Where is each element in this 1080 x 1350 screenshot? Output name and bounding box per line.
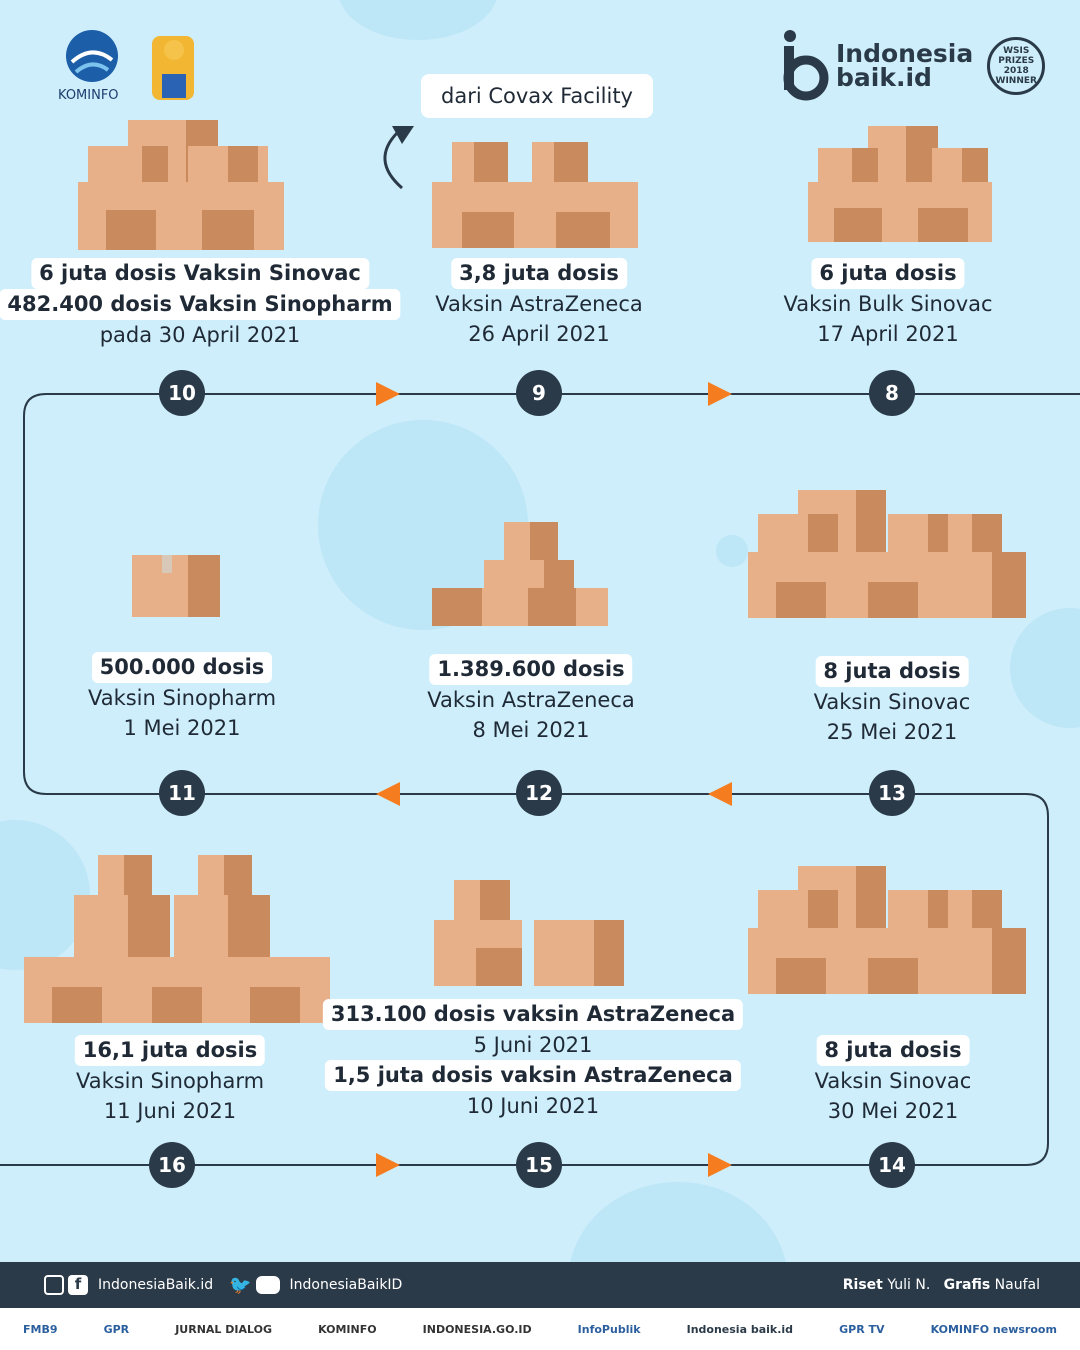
step-node-16: 16 [149,1142,195,1188]
riset-label: Riset [842,1277,883,1293]
box-pile-9 [432,142,638,248]
grafis-label: Grafis [943,1277,991,1293]
box-pile-10 [78,120,284,250]
box-pile-8 [808,126,992,242]
step-12-amount: 1.389.600 dosis [429,654,633,685]
box-pile-11 [132,555,220,617]
step-node-13: 13 [869,770,915,816]
step-9-amount: 3,8 juta dosis [451,258,627,289]
step-node-8: 8 [869,370,915,416]
step-9-vaccine: Vaksin AstraZeneca [435,292,643,316]
step-10-line1: 6 juta dosis Vaksin Sinovac [31,258,369,289]
step-node-9: 9 [516,370,562,416]
box-pile-16 [24,855,330,1023]
bg-bubble [716,535,748,567]
step-15-date1: 5 Juni 2021 [473,1033,593,1057]
step-15-date2: 10 Juni 2021 [466,1094,600,1118]
partner-logos: FMB9 GPR JURNAL DIALOG KOMINFO INDONESIA… [0,1308,1080,1350]
grafis-name: Naufal [994,1277,1040,1293]
award-line2: PRIZES [998,56,1035,66]
step-11-vaccine: Vaksin Sinopharm [87,686,277,710]
step-14-vaccine: Vaksin Sinovac [814,1069,972,1093]
brand-line2: baik.id [836,63,932,92]
step-13-vaccine: Vaksin Sinovac [813,690,971,714]
step-16-amount: 16,1 juta dosis [74,1035,266,1066]
step-node-10: 10 [159,370,205,416]
kominfo-logo: KOMINFO [58,28,198,112]
step-8-amount: 6 juta dosis [811,258,965,289]
wsis-award-badge: WSIS PRIZES 2018 WINNER [987,37,1046,95]
step-9-label: 3,8 juta dosis Vaksin AstraZeneca 26 Apr… [435,258,643,349]
step-10-line2: 482.400 dosis Vaksin Sinopharm [0,289,401,320]
step-10-label: 6 juta dosis Vaksin Sinovac 482.400 dosi… [0,258,401,350]
step-node-11: 11 [159,770,205,816]
step-node-12: 12 [516,770,562,816]
handle-1[interactable]: IndonesiaBaik.id [98,1277,214,1293]
youtube-icon[interactable] [255,1276,280,1294]
box-pile-15 [434,880,624,986]
riset-name: Yuli N. [887,1277,931,1293]
step-15-line2: 1,5 juta dosis vaksin AstraZeneca [325,1060,741,1091]
step-9-date: 26 April 2021 [468,322,610,346]
social-handles: f IndonesiaBaik.id 🐦 IndonesiaBaikID [44,1275,402,1296]
step-13-amount: 8 juta dosis [815,656,969,687]
step-node-14: 14 [869,1142,915,1188]
covax-callout: dari Covax Facility [421,74,653,118]
kominfo-label: KOMINFO [58,88,119,103]
step-15-label: 313.100 dosis vaksin AstraZeneca 5 Juni … [322,999,744,1121]
award-line1: WSIS [1003,46,1030,56]
step-16-date: 11 Juni 2021 [103,1099,237,1123]
credits: Riset Yuli N. Grafis Naufal [843,1277,1040,1293]
indonesiabaik-logo: Indonesia baik.id WSIS PRIZES 2018 WINNE… [782,30,1046,102]
partner-infopublik: InfoPublik [577,1322,641,1336]
step-16-label: 16,1 juta dosis Vaksin Sinopharm 11 Juni… [74,1035,266,1126]
step-12-label: 1.389.600 dosis Vaksin AstraZeneca 8 Mei… [427,654,635,745]
box-pile-13 [748,490,1026,618]
partner-indonesia-go-id: INDONESIA.GO.ID [422,1322,532,1336]
partner-indonesiabaik: Indonesia baik.id [686,1322,794,1336]
step-13-label: 8 juta dosis Vaksin Sinovac 25 Mei 2021 [813,656,971,747]
partner-jurnal-dialog: JURNAL DIALOG [175,1322,273,1336]
step-8-label: 6 juta dosis Vaksin Bulk Sinovac 17 Apri… [783,258,993,349]
step-14-amount: 8 juta dosis [816,1035,970,1066]
step-node-15: 15 [516,1142,562,1188]
step-11-amount: 500.000 dosis [91,652,273,683]
handle-2[interactable]: IndonesiaBaikID [289,1277,403,1293]
step-10-date: pada 30 April 2021 [99,323,301,347]
footer-bar: f IndonesiaBaik.id 🐦 IndonesiaBaikID Ris… [0,1262,1080,1308]
box-pile-12 [432,522,608,626]
step-12-vaccine: Vaksin AstraZeneca [427,688,635,712]
instagram-icon[interactable] [44,1275,64,1295]
partner-gpr-tv: GPR TV [839,1322,885,1336]
award-line3: 2018 [1003,66,1029,76]
step-14-label: 8 juta dosis Vaksin Sinovac 30 Mei 2021 [814,1035,972,1126]
step-16-vaccine: Vaksin Sinopharm [75,1069,265,1093]
box-pile-14 [748,866,1026,994]
step-8-vaccine: Vaksin Bulk Sinovac [783,292,993,316]
step-14-date: 30 Mei 2021 [827,1099,959,1123]
timeline-path [0,126,1080,1177]
step-15-line1: 313.100 dosis vaksin AstraZeneca [322,999,744,1030]
step-13-date: 25 Mei 2021 [826,720,958,744]
step-11-label: 500.000 dosis Vaksin Sinopharm 1 Mei 202… [88,652,276,743]
partner-fmb9: FMB9 [23,1322,58,1336]
facebook-icon[interactable]: f [68,1275,88,1295]
award-line4: WINNER [995,76,1037,86]
step-8-date: 17 April 2021 [817,322,959,346]
twitter-icon[interactable]: 🐦 [229,1274,252,1296]
step-12-date: 8 Mei 2021 [472,718,590,742]
partner-kominfo-newsroom: KOMINFO newsroom [930,1322,1057,1336]
partner-kominfo: KOMINFO [318,1322,377,1336]
brand-line1: Indonesia [836,39,974,68]
partner-gpr: GPR [103,1322,130,1336]
ib-mark-icon [783,30,829,101]
step-11-date: 1 Mei 2021 [123,716,241,740]
